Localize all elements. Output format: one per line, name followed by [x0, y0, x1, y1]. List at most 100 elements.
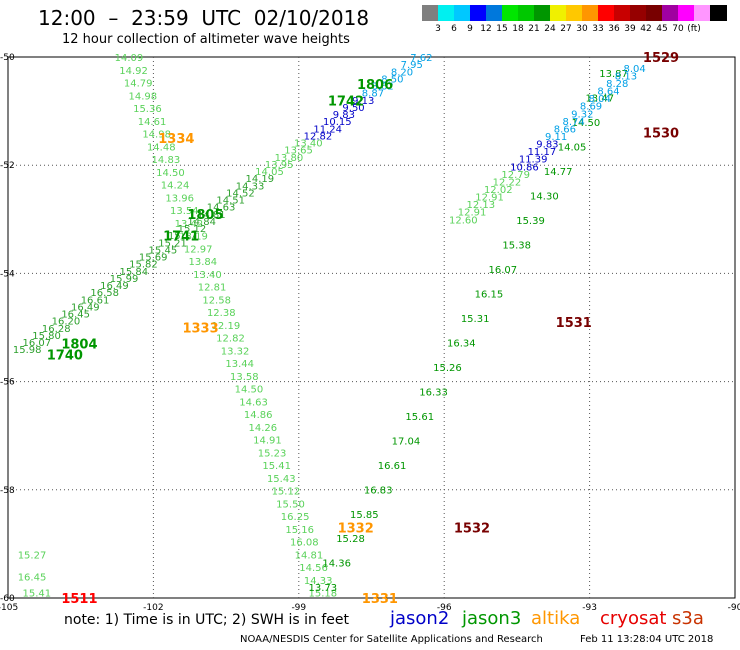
- wave-height-value: 15.12: [178, 224, 207, 235]
- credit-line: NOAA/NESDIS Center for Satellite Applica…: [240, 634, 543, 645]
- color-scale-label: 30: [576, 24, 588, 34]
- legend-item-jason2: jason2: [390, 608, 450, 629]
- wave-height-value: 8.50: [381, 74, 403, 85]
- latitude-tick-label: -60: [0, 594, 15, 604]
- pass-time-label: 1742: [328, 94, 364, 109]
- footnote: note: 1) Time is in UTC; 2) SWH is in fe…: [64, 612, 350, 628]
- wave-height-value: 15.84: [119, 267, 148, 278]
- wave-height-value: 9.50: [342, 103, 364, 114]
- wave-height-value: 14.84: [187, 217, 216, 228]
- wave-height-value: 12.13: [466, 200, 495, 211]
- wave-height-value: 12.79: [501, 170, 530, 181]
- color-scale-label: 15: [496, 24, 508, 34]
- wave-height-value: 14.86: [244, 410, 273, 421]
- wave-height-value: 13.65: [284, 146, 313, 157]
- wave-height-value: 9.83: [333, 110, 355, 121]
- wave-height-value: 8.20: [391, 67, 413, 78]
- wave-height-value: 11.17: [528, 147, 557, 158]
- wave-height-value: 14.50: [235, 385, 264, 396]
- wave-height-value: 15.85: [350, 510, 379, 521]
- wave-height-value: 13.44: [225, 359, 254, 370]
- wave-height-value: 15.28: [336, 534, 365, 545]
- color-scale-swatch: [678, 5, 695, 21]
- wave-height-value: 13.54: [170, 206, 199, 217]
- wave-height-value: 15.45: [149, 245, 178, 256]
- pass-time-label: 1804: [61, 338, 97, 353]
- wave-height-value: 14.19: [245, 174, 274, 185]
- wave-height-value: 15.12: [272, 487, 301, 498]
- wave-height-value: 12.91: [458, 208, 487, 219]
- wave-height-value: 15.31: [461, 314, 490, 325]
- color-scale-label: 12: [480, 24, 492, 34]
- color-scale-label: 45: [656, 24, 668, 34]
- wave-height-value: 13.73: [308, 583, 337, 594]
- wave-height-value: 14.24: [161, 181, 190, 192]
- wave-height-value: 15.99: [110, 274, 139, 285]
- wave-height-value: 14.05: [558, 143, 587, 154]
- wave-height-value: 13.42: [175, 219, 204, 230]
- wave-height-value: 8.66: [554, 124, 576, 135]
- wave-height-value: 14.91: [253, 436, 282, 447]
- pass-time-label: 1333: [182, 322, 218, 337]
- color-scale-swatch: [438, 5, 455, 21]
- wave-height-value: 10.86: [510, 162, 539, 173]
- color-scale-label: 42: [640, 24, 652, 34]
- axis-tick-labels: -105 -102 -99 -96 -93 -90 -50 -52 -54 -56 -58 -60: [0, 53, 740, 613]
- wave-height-value: 13.19: [179, 232, 208, 243]
- wave-height-value: 16.25: [281, 512, 310, 523]
- longitude-tick-label: -93: [582, 603, 597, 613]
- wave-height-value: 12.22: [493, 177, 522, 188]
- wave-height-value: 14.63: [207, 203, 236, 214]
- wave-height-value: 16.61: [378, 461, 407, 472]
- wave-height-value: 14.33: [304, 576, 333, 587]
- wave-height-values: 14.0914.9214.7914.9815.3614.6114.9814.48…: [13, 53, 646, 600]
- wave-height-value: 15.26: [433, 363, 462, 374]
- wave-height-value: 12.81: [198, 283, 227, 294]
- wave-height-value: 16.49: [71, 302, 100, 313]
- pass-time-label: 1331: [362, 592, 398, 607]
- wave-height-value: 12.38: [207, 308, 236, 319]
- wave-height-value: 14.98: [128, 91, 157, 102]
- wave-height-value: 16.08: [290, 538, 319, 549]
- color-scale-swatch: [534, 5, 551, 21]
- color-scale-label: 6: [451, 24, 457, 34]
- wave-height-value: 14.79: [124, 79, 153, 90]
- wave-height-value: 16.07: [23, 338, 52, 349]
- wave-height-value: 14.98: [142, 130, 171, 141]
- color-scale-label: 33: [592, 24, 604, 34]
- wave-height-value: 12.97: [184, 244, 213, 255]
- color-scale-swatch: [566, 5, 583, 21]
- color-scale-label: 70: [672, 24, 684, 34]
- color-scale-swatch: [518, 5, 535, 21]
- wave-height-value: 15.69: [139, 253, 168, 264]
- wave-height-value: 15.16: [285, 525, 314, 536]
- color-scale-label: 18: [512, 24, 524, 34]
- wave-height-value: 16.83: [364, 485, 393, 496]
- wave-height-value: 8.28: [606, 79, 628, 90]
- wave-height-value: 13.40: [294, 139, 323, 150]
- pass-time-label: 1332: [338, 522, 374, 537]
- color-scale-swatch: [470, 5, 487, 21]
- legend-item-jason3: jason3: [462, 608, 522, 629]
- wave-height-value: 14.50: [156, 168, 185, 179]
- wave-height-value: 15.98: [13, 345, 42, 356]
- wave-height-value: 9.83: [536, 140, 558, 151]
- wave-height-value: 8.13: [615, 71, 637, 82]
- legend-item-s3a: s3a: [672, 608, 704, 629]
- wave-height-value: 15.50: [276, 499, 305, 510]
- wave-height-value: 16.07: [489, 265, 518, 276]
- wave-height-value: 15.17: [168, 231, 197, 242]
- color-scale-swatch: [582, 5, 599, 21]
- pass-time-label: 1530: [643, 127, 679, 142]
- pass-time-label: 1806: [357, 78, 393, 93]
- wave-height-value: 8.64: [597, 87, 619, 98]
- color-scale-label: 36: [608, 24, 620, 34]
- color-scale-label: 24: [544, 24, 556, 34]
- wave-height-value: 15.41: [23, 589, 52, 600]
- wave-height-value: 13.95: [265, 160, 294, 171]
- map-frame: [7, 56, 736, 599]
- color-scale-label: 9: [467, 24, 473, 34]
- color-scale-swatch: [550, 5, 567, 21]
- color-scale-swatch: [422, 5, 439, 21]
- color-scale-label: (ft): [687, 24, 701, 34]
